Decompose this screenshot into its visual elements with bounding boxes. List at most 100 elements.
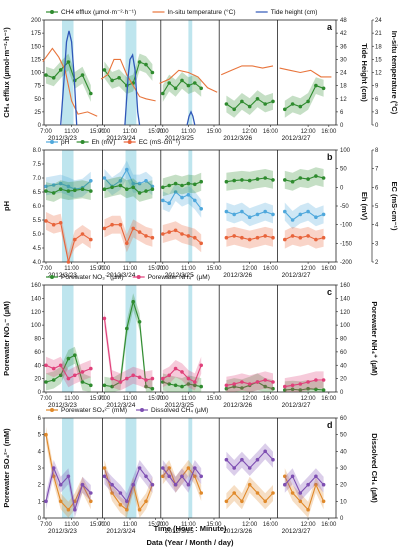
tide-line [124,53,141,126]
panel-a: a CH4 efflux (µmol·m⁻²·h⁻¹) In-situ temper… [2,8,399,142]
eh-point [110,185,114,190]
ph-point [180,195,184,200]
nh4-point [306,380,310,384]
tidal-band [62,285,74,392]
right-tick-label: 20 [340,377,347,383]
date-label: 2012/3/25 [165,272,194,279]
eh-point [271,178,275,182]
legend-marker [50,275,54,279]
nh4-point [247,382,252,386]
left-tick-label: 7.0 [33,176,42,182]
eh-point [224,179,229,184]
dch4-point [314,474,318,479]
ch4-point [110,78,114,83]
dch4-point [137,466,142,470]
so4-point [118,502,123,507]
right-tick-label: -50 [340,204,349,210]
no3-point [58,373,63,378]
ec-point [118,222,123,227]
x-tick-label: 15:00 [148,396,164,402]
date-label: 2012/3/26 [223,402,252,409]
dch4-point [144,474,148,479]
nh4-point [271,380,275,384]
x-tick-label: 11:00 [181,396,196,402]
right-tick-label: 36 [340,44,347,50]
left-tick-label: 40 [34,363,41,369]
so4-point [144,499,148,504]
right2-tick-label: 2 [375,260,379,266]
dch4-point [199,474,203,479]
x-tick-label: 12:00 [242,266,258,272]
panel-c: c Porewater NO₃⁻ (µM) Porewater NH₄⁺ (µM) 0… [2,274,379,409]
nh4-point [255,380,260,384]
right-tick-label: 120 [340,310,351,316]
right2-tick-label: 6 [375,185,379,191]
dch4-line [284,475,325,494]
so4-point [199,491,203,495]
eh-point [118,183,123,188]
ph-point [314,215,318,219]
ph-point [161,198,165,203]
no3-point [125,326,129,331]
so4-point [255,491,260,495]
dch4-point [44,499,48,504]
x-tick-label: 12:00 [301,266,317,272]
no3-point [232,384,236,389]
left-tick-label: 4 [38,449,42,455]
x-tick-label: 15:00 [148,522,164,528]
dch4-point [110,482,114,487]
x-tick-label: 11:00 [181,522,196,528]
no3-point [161,380,165,384]
right-tick-label: 24 [340,71,347,77]
right-tick-label: 50 [340,167,347,173]
dch4-point [271,457,275,462]
temp-line [220,65,274,76]
no3-point [44,380,48,384]
no3-point [240,386,244,390]
nh4-point [186,376,191,381]
x-tick-label: 16:00 [321,266,337,272]
ec-point [66,260,71,264]
nh4-point [51,366,56,371]
left-tick-label: 100 [31,71,42,77]
dch4-point [224,457,229,462]
so4-point [306,507,310,512]
legend-label: Tide height (cm) [271,9,318,16]
left-tick-label: 6 [38,416,42,422]
ch4-point [255,97,260,101]
ch4-point [44,73,48,77]
ph-point [298,212,303,217]
nh4-point [232,382,236,386]
ph-point [118,179,123,183]
dch4-error-band [104,460,153,510]
left-tick-label: 5 [38,433,42,439]
left-tick-label: 100 [31,323,42,329]
ch4-point [102,68,107,72]
panel-letter: d [327,420,333,430]
date-label: 2012/3/23 [48,272,77,279]
no3-error-band [162,373,202,392]
nh4-point [125,376,129,381]
ec-point [232,234,236,238]
left-tick-label: 6.0 [33,204,42,210]
nh4-point [263,378,268,382]
eh-point [283,178,287,182]
ch4-point [80,73,85,77]
tidal-band [188,20,193,125]
date-label: 2012/3/25 [165,402,194,409]
right-tick-label: 18 [340,84,347,90]
nh4-point [321,378,326,382]
right2-tick-label: 24 [375,18,382,24]
dch4-point [167,474,171,479]
panel-letter: a [327,22,333,32]
ch4-point [224,102,229,106]
left-tick-label: 120 [31,310,42,316]
so4-point [51,474,56,479]
right-tick-label: 0 [340,516,344,522]
x-axis-label-2: Data (Year / Month / day) [146,538,234,547]
x-tick-label: 12:00 [242,129,258,135]
so4-line [284,476,325,511]
dch4-point [73,507,77,512]
no3-point [150,386,155,391]
nh4-point [131,373,135,378]
